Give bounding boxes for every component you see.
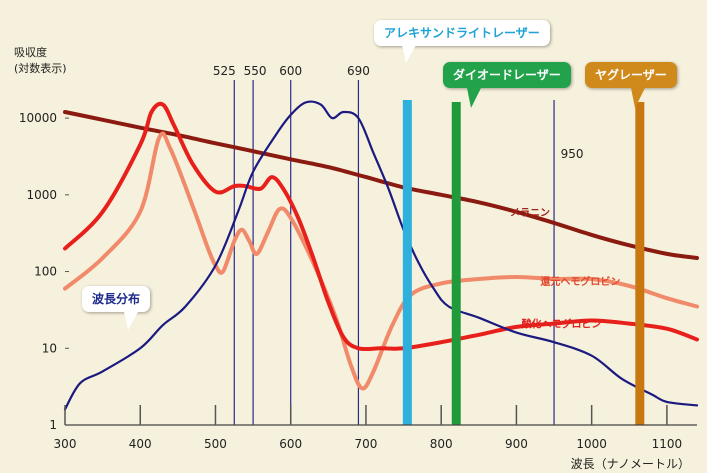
series-label-oxy-hemoglobin: 酸化ヘモグロビン [522, 318, 602, 331]
series-lines [63, 100, 699, 411]
laser-band-diode [451, 102, 461, 425]
chart-axes: 1 10 100 1000 10000 300 400 500 600 700 800 900 1000… [19, 111, 697, 451]
y-tick-label-1000: 1000 [26, 188, 57, 202]
guide-label-525: 525 [213, 64, 236, 78]
x-tick-label-400: 400 [129, 437, 152, 451]
laser-band-alexandrite [402, 100, 412, 425]
laser-bands [402, 100, 645, 425]
x-tick-label-700: 700 [354, 437, 377, 451]
guide-label-550: 550 [244, 64, 267, 78]
guide-label-950: 950 [561, 147, 584, 161]
series-line-melanin [63, 110, 699, 260]
x-tick-label-800: 800 [430, 437, 453, 451]
y-tick-label-1: 1 [49, 418, 57, 432]
x-tick-label-900: 900 [505, 437, 528, 451]
y-tick-label-100: 100 [34, 265, 57, 279]
y-tick-label-10: 10 [42, 341, 57, 355]
series-line-reduced-hemoglobin [63, 131, 699, 391]
x-tick-label-500: 500 [204, 437, 227, 451]
series-line-oxy-hemoglobin [63, 101, 699, 352]
x-tick-label-300: 300 [54, 437, 77, 451]
x-tick-label-600: 600 [279, 437, 302, 451]
series-label-reduced-hemoglobin: 還元ヘモグロビン [540, 275, 620, 288]
series-line-wavelength-distribution [63, 100, 699, 411]
y-axis-subtitle: (対数表示) [14, 62, 67, 75]
guide-label-690: 690 [347, 64, 370, 78]
y-tick-label-10000: 10000 [19, 111, 57, 125]
x-tick-label-1100: 1100 [652, 437, 683, 451]
callout-yag-laser: ヤグレーザー [585, 62, 677, 108]
callout-alexandrite-laser: アレキサンドライトレーザー [374, 20, 550, 63]
callout-wavelength-distribution: 波長分布 [82, 286, 151, 330]
y-axis-title: 吸収度 [14, 46, 47, 59]
x-tick-label-1000: 1000 [576, 437, 607, 451]
x-axis-title: 波長（ナノメートル） [571, 457, 690, 471]
guide-label-600: 600 [279, 64, 302, 78]
guide-lines [233, 80, 555, 425]
series-label-melanin: メラニン [510, 207, 550, 219]
laser-band-yag [635, 102, 645, 425]
callout-diode-laser: ダイオードレーザー [443, 62, 571, 108]
chart-labels: 525 550 600 690 950 波長（ナノメートル） メラニン還元ヘモグロビン酸化ヘ… [213, 64, 690, 471]
